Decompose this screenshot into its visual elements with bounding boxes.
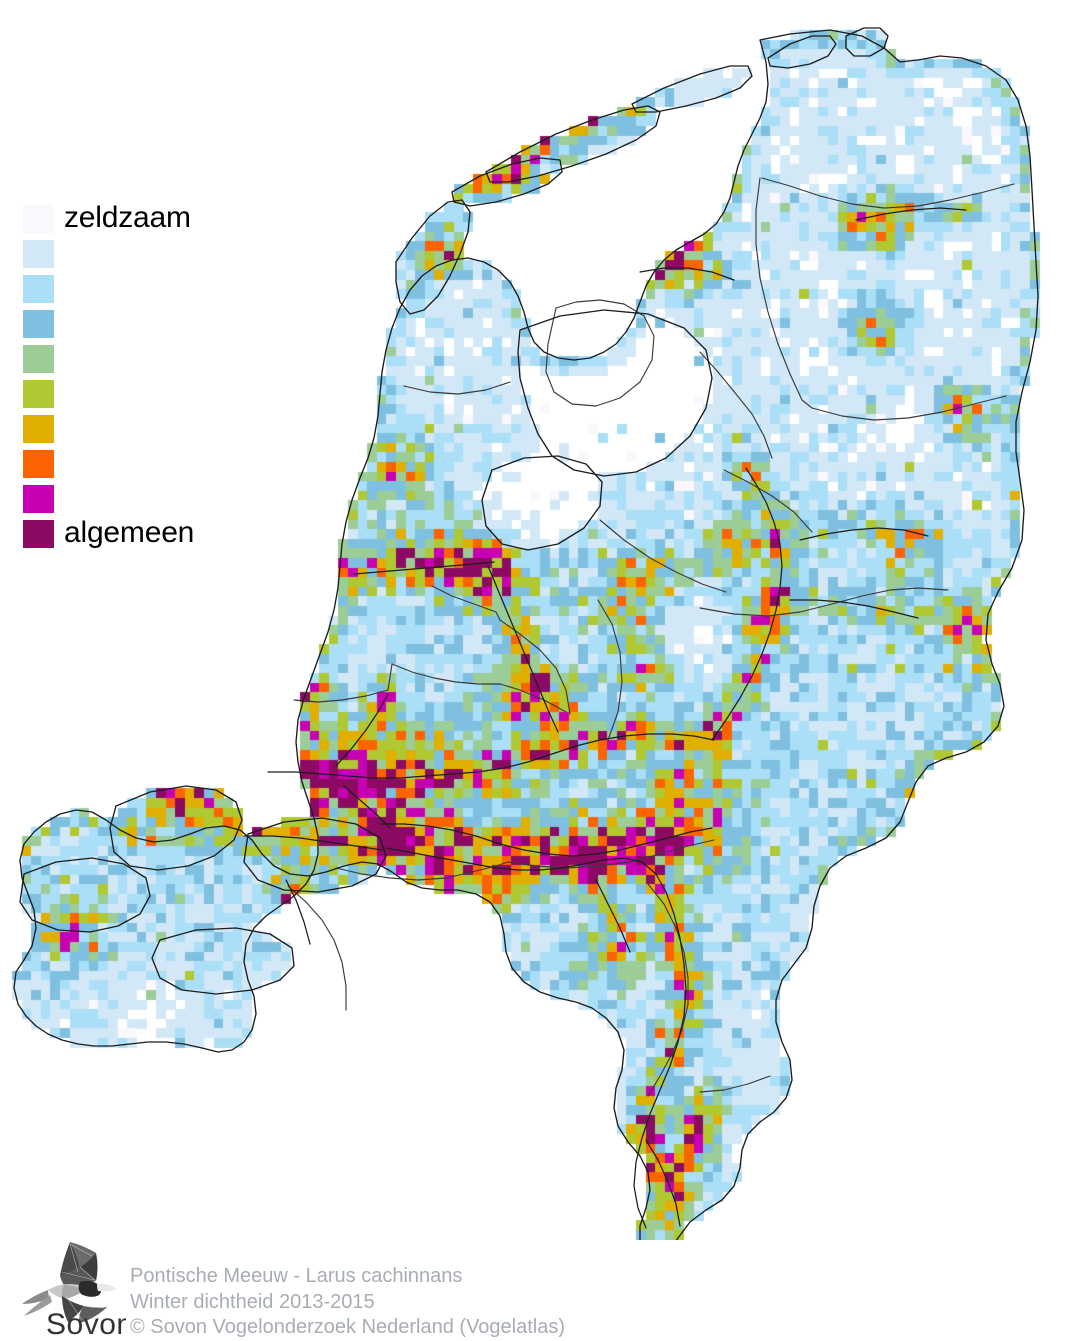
legend-label-rare: zeldzaam	[64, 201, 191, 234]
legend-row-10: algemeen	[23, 516, 283, 555]
legend-swatch-1	[23, 205, 54, 233]
legend-row-5	[23, 345, 283, 380]
legend-row-9	[23, 485, 283, 520]
density-legend: zeldzaam algemeen	[23, 201, 283, 555]
sovon-logo[interactable]: Sovon	[18, 1238, 126, 1338]
caption-species: Pontische Meeuw - Larus cachinnans	[130, 1265, 463, 1287]
legend-row-3	[23, 275, 283, 310]
map-area[interactable]	[0, 0, 1074, 1240]
density-grid-canvas	[0, 0, 1074, 1240]
legend-row-2	[23, 240, 283, 275]
legend-swatch-9	[23, 485, 54, 513]
legend-row-1: zeldzaam	[23, 201, 283, 240]
legend-swatch-3	[23, 275, 54, 303]
legend-swatch-10	[23, 520, 54, 548]
legend-swatch-5	[23, 345, 54, 373]
figure-caption: Pontische Meeuw - Larus cachinnans Winte…	[130, 1264, 565, 1341]
figure-footer: Sovon Pontische Meeuw - Larus cachinnans…	[0, 1236, 1074, 1340]
legend-label-common: algemeen	[64, 516, 195, 549]
legend-row-6	[23, 380, 283, 415]
legend-swatch-4	[23, 310, 54, 338]
legend-row-8	[23, 450, 283, 485]
legend-row-7	[23, 415, 283, 450]
legend-swatch-7	[23, 415, 54, 443]
caption-period: Winter dichtheid 2013-2015	[130, 1290, 375, 1313]
legend-row-4	[23, 310, 283, 345]
legend-swatch-2	[23, 240, 54, 268]
svg-text:Sovon: Sovon	[46, 1308, 126, 1338]
swallow-bird-icon	[22, 1242, 117, 1323]
sovon-wordmark: Sovon	[46, 1308, 126, 1338]
legend-swatch-6	[23, 380, 54, 408]
caption-copyright: © Sovon Vogelonderzoek Nederland (Vogela…	[130, 1316, 566, 1338]
legend-swatch-8	[23, 450, 54, 478]
